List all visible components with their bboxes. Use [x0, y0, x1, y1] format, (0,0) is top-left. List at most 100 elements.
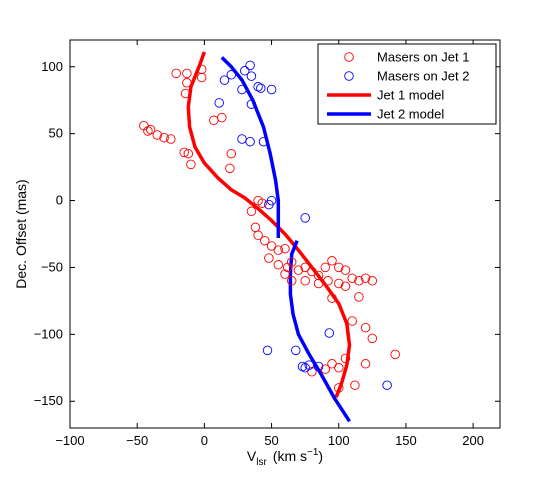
legend-marker: [344, 52, 354, 62]
data-point: [171, 68, 181, 79]
data-point: [209, 115, 219, 126]
x-tick-label: 50: [264, 433, 278, 448]
x-tick-label: −100: [55, 433, 84, 448]
data-point: [273, 245, 284, 255]
data-point: [256, 83, 266, 93]
data-point: [347, 273, 357, 283]
data-point: [225, 163, 235, 174]
data-point: [266, 84, 277, 95]
data-point: [293, 265, 304, 275]
data-point: [196, 72, 207, 83]
data-point: [266, 241, 277, 251]
data-point: [239, 66, 250, 76]
data-point: [320, 262, 331, 273]
data-point: [273, 260, 284, 270]
maser-markers: [139, 60, 400, 393]
legend-label: Masers on Jet 2: [377, 69, 470, 84]
legend-marker: [344, 71, 354, 81]
data-point: [340, 265, 351, 275]
data-point: [313, 270, 324, 281]
legend-box: [317, 43, 497, 125]
data-point: [180, 88, 191, 99]
x-axis-title: Vlsr (km s−1): [247, 447, 323, 468]
data-point: [350, 380, 360, 390]
data-point: [264, 199, 274, 210]
data-point: [145, 124, 156, 135]
data-point: [324, 328, 335, 338]
data-point: [246, 206, 257, 217]
data-point: [340, 353, 351, 364]
x-tick-label: −50: [126, 433, 148, 448]
y-tick-label: 100: [41, 59, 63, 74]
x-tick-label: 200: [462, 433, 484, 448]
x-axis-ticks: −100 −50 0 50 100 150 200: [55, 40, 484, 448]
legend-label: Jet 2 model: [377, 107, 444, 122]
data-point: [304, 360, 314, 370]
data-point: [245, 60, 255, 71]
data-point: [323, 276, 333, 286]
data-point: [183, 148, 194, 159]
data-point: [300, 276, 310, 286]
data-point: [334, 262, 344, 273]
data-point: [286, 276, 297, 286]
data-point: [334, 383, 344, 393]
data-point: [143, 126, 153, 136]
data-point: [297, 361, 308, 372]
y-axis-title: Dec. Offset (mas): [13, 179, 29, 288]
x-tick-label: 100: [328, 433, 350, 448]
legend-label: Jet 1 model: [377, 88, 444, 103]
data-point: [334, 278, 344, 289]
data-point: [186, 159, 196, 170]
x-tick-label: 150: [395, 433, 417, 448]
data-point: [354, 292, 364, 302]
data-point: [280, 269, 290, 279]
data-point: [300, 262, 310, 273]
data-point: [367, 333, 378, 344]
data-point: [159, 132, 169, 143]
legend-label: Masers on Jet 1: [377, 50, 470, 65]
data-point: [253, 82, 263, 92]
data-point: [327, 256, 337, 266]
data-point: [257, 198, 267, 208]
x-tick-label: 0: [201, 433, 208, 448]
data-point: [360, 273, 371, 283]
data-point: [226, 148, 237, 159]
data-point: [182, 68, 192, 79]
data-point: [246, 99, 257, 109]
model-line: [186, 51, 352, 398]
data-point: [219, 75, 230, 85]
data-point: [360, 322, 371, 333]
data-point: [291, 345, 301, 356]
y-tick-label: −150: [34, 393, 63, 408]
data-point: [245, 136, 255, 147]
data-point: [196, 64, 207, 75]
data-point: [286, 257, 297, 267]
data-point: [313, 361, 324, 372]
data-point: [390, 349, 400, 360]
data-point: [300, 213, 310, 223]
data-point: [327, 293, 337, 303]
data-point: [260, 235, 270, 246]
y-tick-label: −50: [41, 259, 63, 274]
data-point: [262, 345, 273, 356]
data-point: [214, 98, 224, 108]
data-point: [166, 134, 176, 144]
y-axis-ticks: −150 −100 −50 0 50 100: [34, 59, 500, 408]
data-point: [382, 380, 392, 390]
data-point: [182, 78, 192, 88]
data-point: [246, 71, 257, 81]
model-line: [220, 56, 281, 238]
data-point: [354, 276, 364, 286]
data-point: [264, 253, 274, 263]
data-point: [367, 276, 378, 286]
data-point: [237, 84, 247, 95]
y-tick-label: 0: [56, 193, 63, 208]
data-point: [340, 281, 351, 291]
data-point: [179, 147, 189, 158]
data-point: [360, 359, 371, 369]
data-point: [258, 136, 269, 147]
y-tick-label: −100: [34, 326, 63, 341]
data-point: [253, 230, 263, 241]
legend: Masers on Jet 1 Masers on Jet 2 Jet 1 mode…: [317, 43, 497, 125]
